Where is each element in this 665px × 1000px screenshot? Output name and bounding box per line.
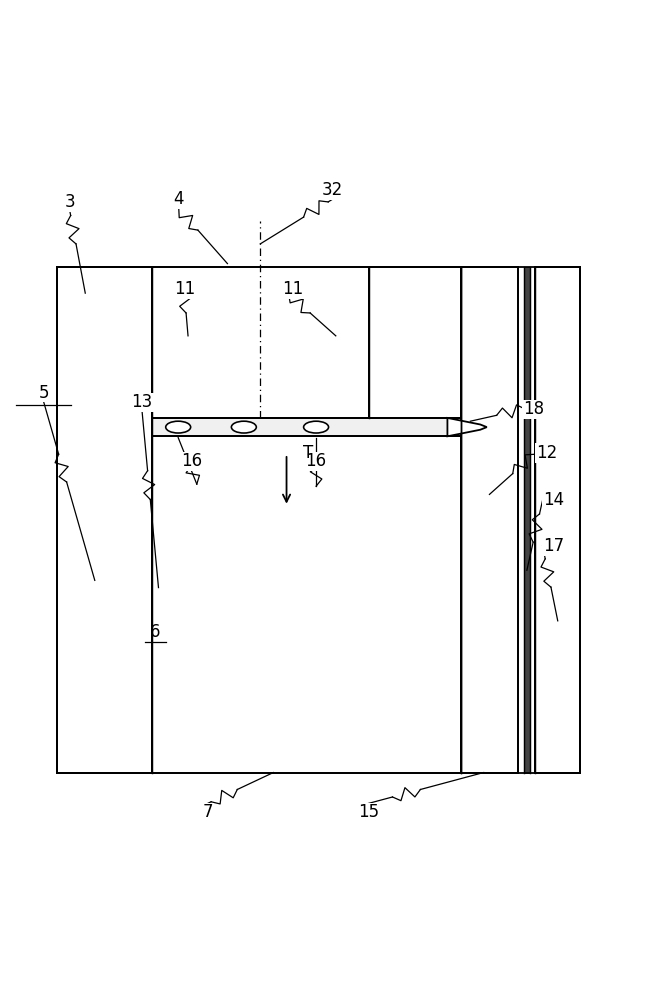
Bar [535,267,580,773]
Text: 7: 7 [202,803,213,821]
Bar [57,267,152,773]
Text: 32: 32 [322,181,343,199]
Bar [368,267,461,418]
Bar [368,267,461,418]
Text: 18: 18 [523,400,544,418]
Bar [368,267,461,418]
Text: 15: 15 [358,803,379,821]
Polygon shape [448,418,487,436]
Bar [57,267,152,773]
Bar [461,267,518,773]
Text: 17: 17 [543,537,564,555]
Bar [535,267,580,773]
Text: 5: 5 [39,383,49,401]
Text: 6: 6 [150,623,160,641]
Text: 14: 14 [543,491,564,509]
Bar [152,267,368,418]
Text: 4: 4 [173,190,184,208]
Text: 13: 13 [132,393,153,411]
Bar [523,267,530,773]
Text: 3: 3 [65,193,75,211]
Text: 11: 11 [283,280,304,298]
Text: 11: 11 [174,280,196,298]
Text: 16: 16 [181,452,202,470]
Bar [57,267,580,773]
Text: 16: 16 [305,452,327,470]
Text: T: T [303,444,313,462]
Bar [535,267,580,773]
Bar [152,436,461,773]
Bar [461,267,518,773]
Bar [461,267,518,773]
Text: 12: 12 [536,444,557,462]
Ellipse shape [231,421,256,433]
Ellipse shape [304,421,329,433]
Bar [152,418,461,436]
Bar [152,267,461,418]
Bar [57,267,152,773]
Ellipse shape [166,421,191,433]
